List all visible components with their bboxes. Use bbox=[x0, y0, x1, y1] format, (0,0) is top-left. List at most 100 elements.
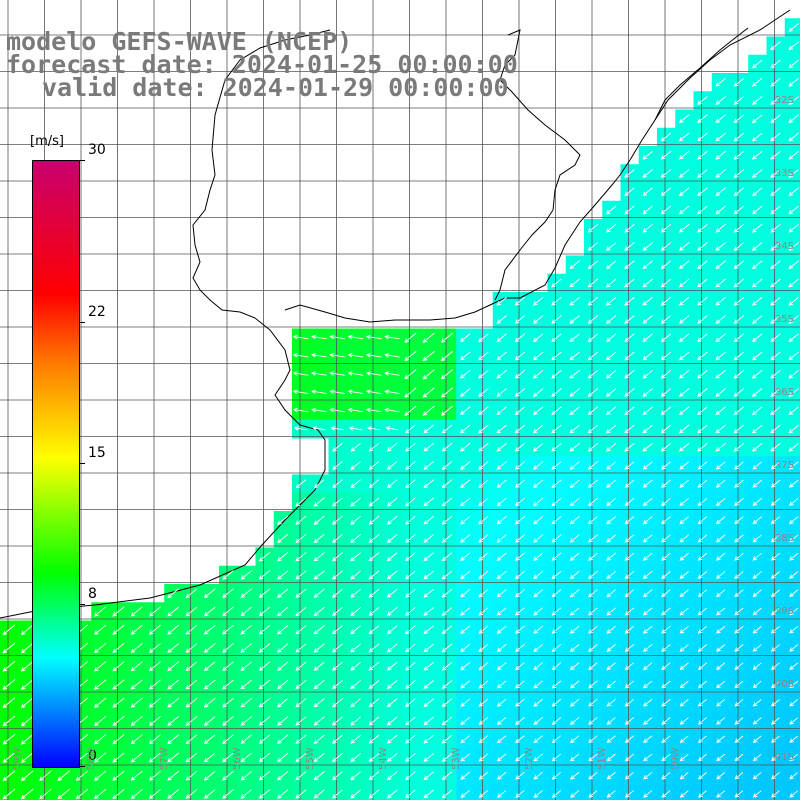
wind-arrow bbox=[788, 205, 799, 215]
wind-arrow bbox=[715, 114, 726, 124]
wind-arrow bbox=[2, 788, 16, 800]
wind-arrow bbox=[752, 625, 762, 634]
wind-arrow bbox=[514, 369, 526, 379]
wind-arrow bbox=[57, 788, 70, 800]
wind-arrow bbox=[715, 223, 726, 233]
wind-arrow bbox=[478, 662, 489, 671]
wind-arrow bbox=[642, 223, 653, 233]
wind-arrow bbox=[715, 150, 726, 160]
wind-arrow bbox=[365, 334, 382, 340]
wind-arrow bbox=[752, 571, 762, 579]
wind-arrow bbox=[459, 424, 471, 434]
wind-arrow bbox=[605, 424, 617, 434]
wind-arrow bbox=[130, 624, 143, 635]
wind-arrow bbox=[386, 680, 398, 689]
wind-arrow bbox=[496, 662, 507, 671]
wind-arrow bbox=[587, 516, 598, 525]
wind-arrow bbox=[660, 406, 672, 416]
wind-arrow bbox=[733, 351, 745, 361]
wind-arrow bbox=[788, 333, 799, 343]
colorbar-tick-label: 0 bbox=[88, 748, 97, 764]
wind-cell bbox=[511, 784, 530, 800]
wind-arrow bbox=[588, 589, 598, 598]
wind-arrow bbox=[605, 315, 617, 324]
wind-arrow bbox=[661, 571, 671, 579]
wind-cell bbox=[620, 784, 640, 800]
wind-arrow bbox=[551, 315, 562, 324]
wind-arrow bbox=[405, 588, 416, 598]
wind-arrow bbox=[386, 570, 398, 580]
wind-arrow bbox=[770, 351, 781, 361]
wind-arrow bbox=[642, 169, 653, 178]
wind-arrow bbox=[167, 679, 180, 690]
wind-arrow bbox=[551, 388, 562, 397]
wind-arrow bbox=[606, 516, 617, 525]
wind-arrow bbox=[715, 406, 726, 416]
wind-arrow bbox=[368, 771, 380, 781]
wind-arrow bbox=[569, 698, 580, 707]
wind-arrow bbox=[770, 41, 781, 51]
wind-arrow bbox=[532, 442, 544, 452]
wind-arrow bbox=[440, 387, 453, 398]
wind-cell bbox=[784, 73, 800, 92]
wind-arrow bbox=[661, 644, 671, 652]
wind-arrow bbox=[222, 679, 234, 690]
wind-arrow bbox=[203, 624, 216, 635]
wind-arrow bbox=[733, 205, 745, 215]
wind-arrow bbox=[459, 479, 471, 489]
wind-arrow bbox=[441, 515, 453, 525]
wind-arrow bbox=[642, 607, 653, 616]
wind-arrow bbox=[569, 735, 580, 744]
wind-arrow bbox=[752, 461, 762, 470]
wind-arrow bbox=[441, 497, 453, 507]
wind-arrow bbox=[185, 734, 198, 745]
wind-arrow bbox=[148, 661, 161, 672]
wind-arrow bbox=[112, 715, 125, 727]
wind-arrow bbox=[551, 406, 562, 416]
wind-arrow bbox=[642, 479, 653, 488]
wind-arrow bbox=[715, 169, 726, 178]
wind-arrow bbox=[313, 570, 325, 580]
wind-arrow bbox=[532, 369, 544, 379]
wind-arrow bbox=[478, 333, 489, 343]
wind-arrow bbox=[478, 625, 489, 634]
wind-arrow bbox=[331, 606, 343, 617]
wind-arrow bbox=[624, 479, 635, 488]
wind-arrow bbox=[551, 662, 562, 671]
wind-arrow bbox=[258, 679, 271, 690]
wind-arrow bbox=[533, 735, 543, 744]
wind-arrow bbox=[295, 771, 307, 781]
wind-arrow bbox=[332, 479, 343, 489]
wind-arrow bbox=[788, 442, 799, 452]
wind-arrow bbox=[515, 735, 525, 744]
wind-arrow bbox=[240, 716, 252, 726]
wind-arrow bbox=[532, 315, 544, 324]
wind-arrow bbox=[203, 697, 216, 708]
colorbar-tick-label: 22 bbox=[88, 303, 106, 320]
wind-arrow bbox=[551, 552, 562, 561]
wind-arrow bbox=[624, 698, 635, 707]
wind-cell bbox=[693, 784, 713, 800]
wind-arrow bbox=[789, 772, 799, 780]
wind-arrow bbox=[678, 132, 690, 142]
wind-arrow bbox=[588, 717, 598, 725]
wind-arrow bbox=[478, 479, 489, 489]
wind-arrow bbox=[514, 351, 526, 361]
wind-arrow bbox=[751, 406, 763, 416]
wind-arrow bbox=[660, 315, 672, 324]
wind-cell bbox=[784, 456, 800, 475]
wind-arrow bbox=[478, 424, 489, 434]
wind-arrow bbox=[751, 388, 763, 397]
wind-arrow bbox=[715, 442, 726, 452]
wind-arrow bbox=[642, 260, 653, 270]
wind-arrow bbox=[752, 717, 762, 725]
wind-arrow bbox=[642, 625, 653, 634]
wind-arrow bbox=[770, 260, 781, 270]
wind-arrow bbox=[569, 717, 580, 725]
wind-arrow bbox=[606, 680, 616, 689]
wind-cell bbox=[784, 584, 800, 603]
wind-arrow bbox=[752, 534, 762, 543]
wind-arrow bbox=[112, 642, 125, 654]
wind-arrow bbox=[715, 278, 726, 288]
wind-arrow bbox=[697, 534, 708, 543]
